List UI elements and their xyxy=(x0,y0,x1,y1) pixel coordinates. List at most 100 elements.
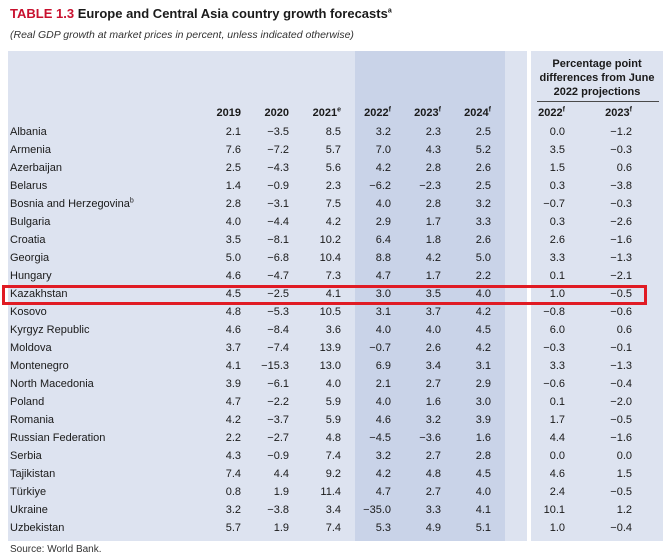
value-cell: −6.2 xyxy=(369,180,391,192)
value-cell: 1.7 xyxy=(549,414,565,426)
value-cell: −3.5 xyxy=(267,126,289,138)
value-cell: 3.2 xyxy=(375,126,391,138)
value-cell: −0.6 xyxy=(610,306,632,318)
table-subtitle: (Real GDP growth at market prices in per… xyxy=(10,29,354,41)
value-cell: 2.1 xyxy=(225,126,241,138)
value-cell: 7.4 xyxy=(325,522,341,534)
value-cell: 3.3 xyxy=(425,504,441,516)
value-cell: −6.8 xyxy=(267,252,289,264)
country-name: Montenegro xyxy=(10,360,69,372)
value-cell: −0.5 xyxy=(610,486,632,498)
table-row: Albania 2.1 −3.5 8.5 3.2 2.3 2.5 0.0 −1.2 xyxy=(0,124,669,142)
country-name: Tajikistan xyxy=(10,468,55,480)
value-cell: −2.6 xyxy=(610,216,632,228)
value-cell: −7.2 xyxy=(267,144,289,156)
value-cell: −0.4 xyxy=(610,378,632,390)
value-cell: 13.0 xyxy=(319,360,341,372)
country-name: Russian Federation xyxy=(10,432,105,444)
column-header-7: 2023f xyxy=(582,106,632,119)
value-cell: −0.3 xyxy=(543,342,565,354)
value-cell: 13.9 xyxy=(319,342,341,354)
country-name-text: Kazakhstan xyxy=(10,288,68,300)
value-cell: −4.4 xyxy=(267,216,289,228)
country-name-text: Montenegro xyxy=(10,360,69,372)
value-cell: 5.0 xyxy=(225,252,241,264)
table-row: Azerbaijan 2.5 −4.3 5.6 4.2 2.8 2.6 1.5 0.6 xyxy=(0,160,669,178)
value-cell: 1.7 xyxy=(425,270,441,282)
country-name-text: Azerbaijan xyxy=(10,162,62,174)
value-cell: 2.8 xyxy=(425,162,441,174)
column-header-3: 2022f xyxy=(341,106,391,119)
ppd-header-line-1: Percentage point xyxy=(552,58,642,70)
value-cell: 3.2 xyxy=(475,198,491,210)
country-name: Georgia xyxy=(10,252,49,264)
value-cell: 3.0 xyxy=(375,288,391,300)
country-name: Belarus xyxy=(10,180,47,192)
table-row: Uzbekistan 5.7 1.9 7.4 5.3 4.9 5.1 1.0 −0.4 xyxy=(0,520,669,538)
table-row: Poland 4.7 −2.2 5.9 4.0 1.6 3.0 0.1 −2.0 xyxy=(0,394,669,412)
column-header-note: f xyxy=(488,106,491,114)
value-cell: 2.3 xyxy=(325,180,341,192)
value-cell: 1.6 xyxy=(425,396,441,408)
value-cell: 7.4 xyxy=(325,450,341,462)
value-cell: −2.7 xyxy=(267,432,289,444)
value-cell: 2.5 xyxy=(475,126,491,138)
value-cell: 5.9 xyxy=(325,396,341,408)
value-cell: 3.3 xyxy=(549,252,565,264)
value-cell: 4.7 xyxy=(375,486,391,498)
table-row: Serbia 4.3 −0.9 7.4 3.2 2.7 2.8 0.0 0.0 xyxy=(0,448,669,466)
value-cell: 8.8 xyxy=(375,252,391,264)
table-row: Türkiye 0.8 1.9 11.4 4.7 2.7 4.0 2.4 −0.5 xyxy=(0,484,669,502)
value-cell: −0.5 xyxy=(610,414,632,426)
column-header-note: f xyxy=(562,106,565,114)
value-cell: −0.7 xyxy=(369,342,391,354)
value-cell: 0.1 xyxy=(549,270,565,282)
value-cell: 5.1 xyxy=(475,522,491,534)
value-cell: 4.4 xyxy=(549,432,565,444)
value-cell: 1.0 xyxy=(549,288,565,300)
table-title: TABLE 1.3 Europe and Central Asia countr… xyxy=(10,6,392,21)
column-header-4: 2023f xyxy=(391,106,441,119)
column-header-year: 2020 xyxy=(264,107,289,119)
value-cell: 5.7 xyxy=(225,522,241,534)
country-name-text: Ukraine xyxy=(10,504,48,516)
value-cell: −0.4 xyxy=(610,522,632,534)
country-name: Kosovo xyxy=(10,306,47,318)
value-cell: 6.4 xyxy=(375,234,391,246)
value-cell: 3.4 xyxy=(425,360,441,372)
value-cell: 2.5 xyxy=(225,162,241,174)
value-cell: 4.7 xyxy=(225,396,241,408)
value-cell: −3.1 xyxy=(267,198,289,210)
value-cell: −0.5 xyxy=(610,288,632,300)
value-cell: −2.1 xyxy=(610,270,632,282)
country-name-text: Poland xyxy=(10,396,45,408)
country-name: Bosnia and Herzegovinab xyxy=(10,197,134,210)
value-cell: 2.6 xyxy=(549,234,565,246)
table-row: Hungary 4.6 −4.7 7.3 4.7 1.7 2.2 0.1 −2.1 xyxy=(0,268,669,286)
table-row: Montenegro 4.1 −15.3 13.0 6.9 3.4 3.1 3.3 −1.3 xyxy=(0,358,669,376)
value-cell: 5.9 xyxy=(325,414,341,426)
value-cell: −4.3 xyxy=(267,162,289,174)
value-cell: 11.4 xyxy=(320,486,341,498)
value-cell: 2.6 xyxy=(425,342,441,354)
table-row: Romania 4.2 −3.7 5.9 4.6 3.2 3.9 1.7 −0.5 xyxy=(0,412,669,430)
country-name-text: Türkiye xyxy=(10,486,47,498)
value-cell: 0.1 xyxy=(549,396,565,408)
value-cell: 2.9 xyxy=(475,378,491,390)
value-cell: 4.3 xyxy=(225,450,241,462)
column-header-6: 2022f xyxy=(515,106,565,119)
country-name-text: Bosnia and Herzegovina xyxy=(10,198,130,210)
value-cell: 1.6 xyxy=(475,432,491,444)
value-cell: −6.1 xyxy=(267,378,289,390)
country-name-text: Romania xyxy=(10,414,55,426)
value-cell: 2.9 xyxy=(375,216,391,228)
value-cell: 7.6 xyxy=(225,144,241,156)
value-cell: 4.2 xyxy=(325,216,341,228)
value-cell: 2.2 xyxy=(475,270,491,282)
value-cell: 2.6 xyxy=(475,162,491,174)
value-cell: −3.6 xyxy=(419,432,441,444)
table-row: Ukraine 3.2 −3.8 3.4 −35.0 3.3 4.1 10.1 1.2 xyxy=(0,502,669,520)
column-header-year: 2023 xyxy=(605,107,630,119)
title-note-mark: a xyxy=(387,7,392,15)
value-cell: 4.6 xyxy=(225,270,241,282)
